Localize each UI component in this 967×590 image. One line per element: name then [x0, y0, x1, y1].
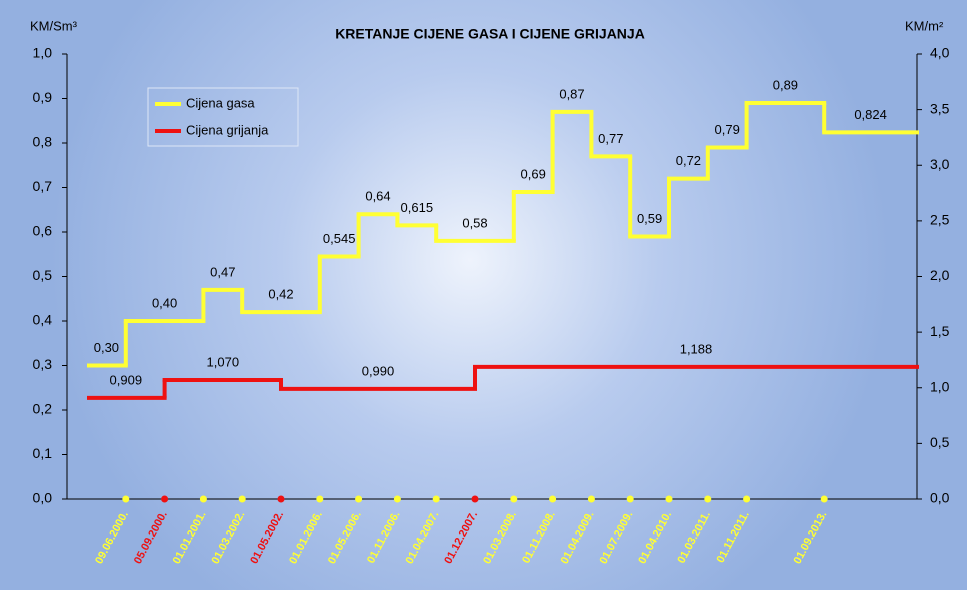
- y2-tick-label: 3,5: [930, 100, 950, 116]
- data-label: 0,59: [637, 211, 662, 226]
- x-tick-dot: [743, 495, 751, 503]
- data-label: 1,070: [207, 354, 240, 369]
- y-tick-label: 0,5: [33, 267, 53, 283]
- data-label: 0,545: [323, 231, 356, 246]
- y2-tick-label: 2,5: [930, 212, 950, 228]
- data-label: 0,615: [401, 200, 434, 215]
- legend-label: Cijena gasa: [186, 95, 255, 110]
- x-tick-dot: [316, 495, 324, 503]
- y-axis-label: KM/Sm³: [30, 18, 78, 33]
- x-tick-dot: [199, 495, 207, 503]
- x-tick-dot: [277, 495, 285, 503]
- data-label: 0,990: [362, 363, 395, 378]
- x-tick-dot: [471, 495, 479, 503]
- y-tick-label: 0,8: [33, 134, 53, 150]
- y2-tick-label: 4,0: [930, 45, 950, 61]
- y2-axis-label: KM/m²: [905, 18, 944, 33]
- x-tick-dot: [238, 495, 246, 503]
- legend-box: [147, 87, 299, 147]
- x-tick-dot: [626, 495, 634, 503]
- y-tick-label: 0,9: [33, 89, 53, 105]
- data-label: 1,188: [680, 341, 713, 356]
- x-tick-dot: [587, 495, 595, 503]
- y2-tick-label: 0,5: [930, 434, 950, 450]
- y2-tick-label: 0,0: [930, 490, 950, 506]
- data-label: 0,824: [854, 107, 887, 122]
- x-tick-dot: [432, 495, 440, 503]
- y-tick-label: 1,0: [33, 45, 53, 61]
- y-tick-label: 0,4: [33, 312, 53, 328]
- y-tick-label: 0,3: [33, 356, 53, 372]
- x-tick-dot: [549, 495, 557, 503]
- y2-tick-label: 1,5: [930, 323, 950, 339]
- data-label: 0,87: [559, 86, 584, 101]
- x-tick-dot: [122, 495, 130, 503]
- y-tick-label: 0,1: [33, 445, 53, 461]
- y2-tick-label: 3,0: [930, 156, 950, 172]
- x-tick-dot: [665, 495, 673, 503]
- y2-tick-label: 1,0: [930, 378, 950, 394]
- y-tick-label: 0,7: [33, 178, 53, 194]
- y2-tick-label: 2,0: [930, 267, 950, 283]
- y-tick-label: 0,6: [33, 223, 53, 239]
- data-label: 0,72: [676, 153, 701, 168]
- data-label: 0,69: [521, 166, 546, 181]
- data-label: 0,77: [598, 131, 623, 146]
- data-label: 0,79: [715, 122, 740, 137]
- y-tick-label: 0,0: [33, 490, 53, 506]
- x-tick-dot: [393, 495, 401, 503]
- legend-label: Cijena grijanja: [186, 122, 269, 137]
- data-label: 0,47: [210, 264, 235, 279]
- x-tick-dot: [820, 495, 828, 503]
- data-label: 0,909: [110, 372, 143, 387]
- x-tick-dot: [355, 495, 363, 503]
- data-label: 0,64: [365, 189, 390, 204]
- chart-title: KRETANJE CIJENE GASA I CIJENE GRIJANJA: [335, 26, 645, 42]
- data-label: 0,58: [462, 215, 487, 230]
- data-label: 0,40: [152, 295, 177, 310]
- data-label: 0,89: [773, 77, 798, 92]
- x-tick-dot: [161, 495, 169, 503]
- x-tick-dot: [704, 495, 712, 503]
- x-tick-dot: [510, 495, 518, 503]
- data-label: 0,30: [94, 340, 119, 355]
- y-tick-label: 0,2: [33, 401, 53, 417]
- data-label: 0,42: [268, 287, 293, 302]
